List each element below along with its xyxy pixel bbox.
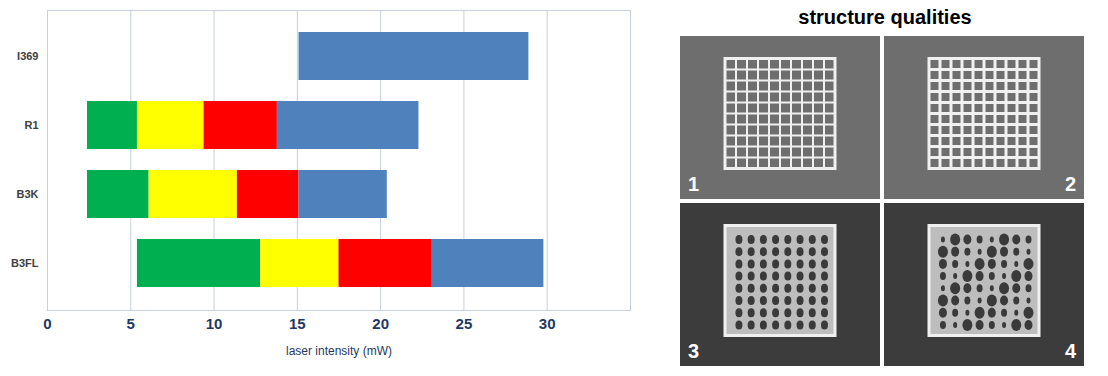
svg-text:25: 25 [456, 315, 473, 332]
svg-text:4: 4 [1065, 340, 1077, 362]
svg-text:0: 0 [43, 315, 51, 332]
svg-text:laser intensity (mW): laser intensity (mW) [286, 344, 392, 358]
svg-text:3: 3 [688, 340, 699, 362]
svg-text:5: 5 [127, 315, 135, 332]
svg-text:10: 10 [206, 315, 223, 332]
svg-text:30: 30 [539, 315, 556, 332]
svg-text:structure qualities: structure qualities [798, 6, 971, 28]
svg-text:I369: I369 [17, 50, 38, 62]
svg-text:1: 1 [688, 173, 699, 195]
svg-text:2: 2 [1065, 173, 1076, 195]
svg-text:B3FL: B3FL [11, 257, 39, 269]
svg-text:R1: R1 [24, 119, 38, 131]
svg-text:20: 20 [372, 315, 389, 332]
svg-text:15: 15 [289, 315, 306, 332]
svg-text:B3K: B3K [16, 188, 38, 200]
